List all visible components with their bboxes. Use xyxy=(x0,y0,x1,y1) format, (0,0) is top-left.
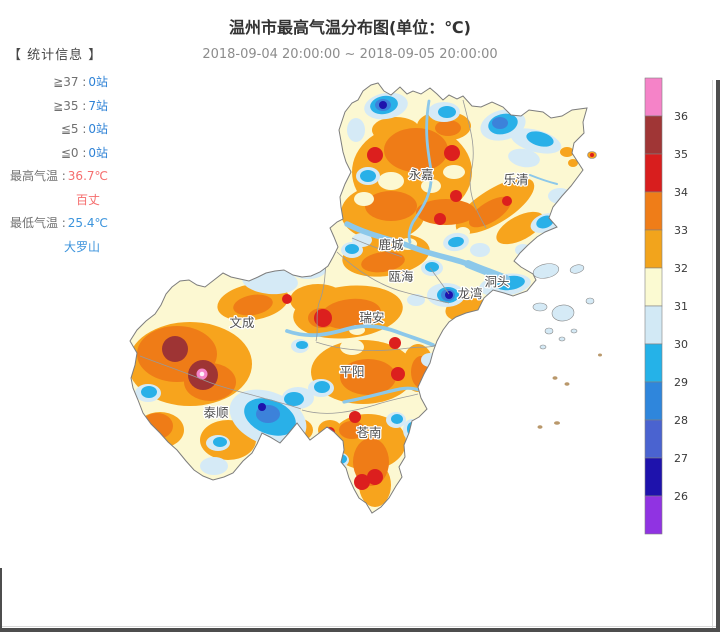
stat-label: ≦0 : xyxy=(60,145,87,160)
district-label-ouhai: 瓯海 xyxy=(388,269,414,284)
legend-cell xyxy=(644,153,663,193)
legend-cell xyxy=(644,77,663,117)
page-edge-line xyxy=(712,80,713,632)
page-edge-line xyxy=(0,626,716,627)
page-title: 温州市最高气温分布图(单位：℃) xyxy=(228,18,471,37)
legend-tick: 33 xyxy=(674,224,688,237)
stat-value: 0站 xyxy=(88,75,108,89)
legend-tick: 31 xyxy=(674,300,688,313)
district-label-wencheng: 文成 xyxy=(229,315,254,330)
legend-tick: 27 xyxy=(674,452,688,465)
legend-cell xyxy=(644,305,663,345)
legend-tick: 26 xyxy=(674,490,688,503)
stat-label: ≧37 : xyxy=(53,75,87,89)
legend-cell xyxy=(644,381,663,421)
pale-yellow-holes xyxy=(328,165,470,355)
stat-value: 0站 xyxy=(88,122,108,136)
stat-row-ge37: ≧37 :0站 xyxy=(8,71,108,95)
max-temp-station: 百丈 xyxy=(75,192,100,207)
rivers xyxy=(285,99,558,404)
legend-ticks: 36 35 34 33 32 31 30 29 28 27 26 xyxy=(674,110,688,503)
stat-value: 0站 xyxy=(88,145,108,160)
district-label-dongtou: 洞头 xyxy=(484,274,509,289)
min-temp-value: 25.4℃ xyxy=(67,216,108,230)
district-label-ruian: 瑞安 xyxy=(359,310,384,325)
legend-cell xyxy=(644,343,663,383)
stat-label: 最低气温 : xyxy=(9,216,66,230)
district-label-yueqing: 乐清 xyxy=(503,172,528,187)
county-boundaries xyxy=(139,99,487,414)
legend-tick: 30 xyxy=(674,338,688,351)
min-temp-station: 大罗山 xyxy=(63,239,100,254)
legend-bar xyxy=(644,77,663,535)
legend-cell xyxy=(644,115,663,155)
page-edge-border xyxy=(0,628,720,632)
district-label-taishun: 泰顺 xyxy=(203,405,228,420)
legend-tick: 29 xyxy=(674,376,688,389)
district-label-yongjia: 永嘉 xyxy=(408,167,433,182)
legend-tick: 32 xyxy=(674,262,688,275)
legend-cell xyxy=(644,419,663,459)
page-edge-border xyxy=(0,568,2,632)
legend-tick: 36 xyxy=(674,110,688,123)
legend-tick: 35 xyxy=(674,148,688,161)
blue-blobs xyxy=(256,99,508,423)
legend-cell xyxy=(644,191,663,231)
max-temp-marker xyxy=(196,368,208,380)
stats-panel: 【 统计信息 】 ≧37 :0站 ≧35 :7站 ≦5 :0站 ≦0 :0站 最… xyxy=(8,44,108,259)
temperature-fill-layers xyxy=(130,83,587,513)
stat-value: 7站 xyxy=(88,98,108,113)
stat-label: 最高气温 : xyxy=(9,169,66,183)
stat-row-max-temp: 最高气温 :36.7℃ xyxy=(8,165,108,189)
district-labels: 永嘉 乐清 鹿城 瓯海 龙湾 洞头 文成 瑞安 平阳 泰顺 苍南 xyxy=(202,166,530,442)
stat-row-min-temp: 最低气温 :25.4℃ xyxy=(8,212,108,236)
stat-row-le5: ≦5 :0站 xyxy=(8,118,108,142)
islands xyxy=(532,151,602,429)
stats-header: 【 统计信息 】 xyxy=(8,48,103,63)
stat-row-ge35: ≧35 :7站 xyxy=(8,95,108,119)
district-label-pingyang: 平阳 xyxy=(339,364,364,379)
legend-cell xyxy=(644,495,663,535)
stat-label: ≦5 : xyxy=(60,122,87,136)
legend-cell xyxy=(644,457,663,497)
stats-rows: ≧37 :0站 ≧35 :7站 ≦5 :0站 ≦0 :0站 最高气温 :36.7… xyxy=(8,71,108,259)
district-label-cangnan: 苍南 xyxy=(356,425,381,440)
stat-row-le0: ≦0 :0站 xyxy=(8,142,108,166)
stat-label: ≧35 : xyxy=(53,98,87,113)
legend: 36 35 34 33 32 31 30 29 28 27 26 xyxy=(644,77,688,535)
min-temp-markers xyxy=(258,101,453,411)
legend-tick: 28 xyxy=(674,414,688,427)
legend-cell xyxy=(644,229,663,269)
legend-cell xyxy=(644,267,663,307)
district-label-longwan: 龙湾 xyxy=(457,286,482,301)
max-temp-value: 36.7℃ xyxy=(67,169,108,183)
legend-tick: 34 xyxy=(674,186,688,199)
page-edge-border xyxy=(716,80,720,632)
district-label-lucheng: 鹿城 xyxy=(378,237,404,252)
date-range: 2018-09-04 20:00:00 ~ 2018-09-05 20:00:0… xyxy=(202,47,498,62)
